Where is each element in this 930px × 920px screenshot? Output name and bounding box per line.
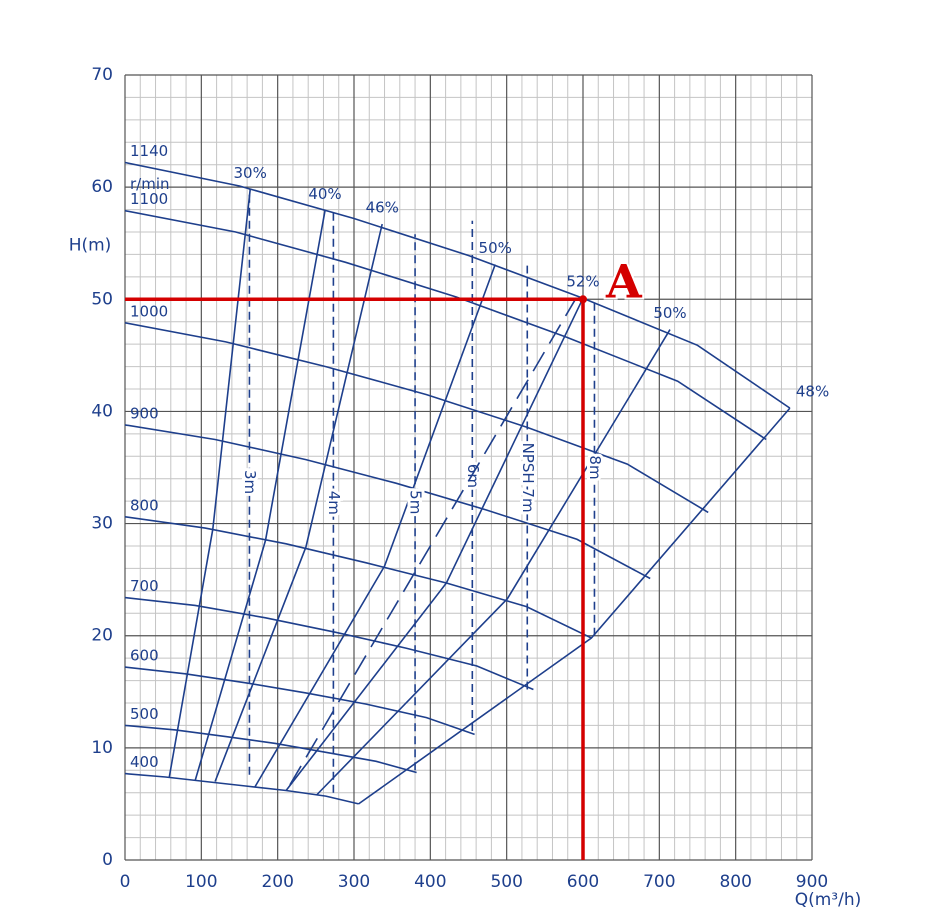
x-tick-label: 800 bbox=[719, 872, 751, 892]
y-tick-label: 40 bbox=[91, 401, 113, 421]
speed-label: 700 bbox=[130, 577, 159, 595]
efficiency-curve bbox=[316, 329, 671, 796]
y-tick-label: 0 bbox=[102, 850, 113, 870]
speed-curve bbox=[124, 322, 709, 514]
speed-curve bbox=[124, 596, 534, 691]
speed-curve bbox=[124, 209, 767, 441]
speed-unit: r/min bbox=[130, 175, 170, 193]
y-tick-label: 10 bbox=[91, 738, 113, 758]
speed-curve bbox=[124, 724, 417, 774]
y-tick-label: 20 bbox=[91, 626, 113, 646]
npsh-label: 6m bbox=[464, 464, 482, 488]
speed-label: 1140 bbox=[130, 142, 168, 160]
y-axis-label: H(m) bbox=[69, 235, 112, 255]
speed-label: 500 bbox=[130, 705, 159, 723]
x-axis-label: Q(m³/h) bbox=[795, 890, 862, 910]
efficiency-curve bbox=[358, 407, 791, 805]
efficiency-label: 48% bbox=[796, 383, 829, 401]
speed-curve bbox=[124, 424, 651, 580]
npsh-label: 4m bbox=[325, 491, 343, 515]
speed-curve bbox=[124, 772, 359, 805]
minor-grid bbox=[125, 75, 812, 860]
x-tick-label: 600 bbox=[567, 872, 599, 892]
speed-label: 1100 bbox=[130, 190, 168, 208]
npsh-label: 8m bbox=[586, 455, 604, 479]
y-tick-label: 70 bbox=[91, 65, 113, 85]
efficiency-label: 30% bbox=[234, 164, 267, 182]
x-tick-label: 100 bbox=[185, 872, 217, 892]
y-tick-label: 60 bbox=[91, 177, 113, 197]
x-tick-label: 300 bbox=[338, 872, 370, 892]
efficiency-label: 46% bbox=[366, 199, 399, 217]
x-tick-label: 700 bbox=[643, 872, 675, 892]
x-tick-label: 500 bbox=[490, 872, 522, 892]
dashed-curve bbox=[289, 298, 577, 786]
operating-point bbox=[579, 295, 587, 304]
x-tick-label: 200 bbox=[261, 872, 293, 892]
speed-curve bbox=[124, 666, 475, 736]
npsh-label: NPSH 7m bbox=[519, 443, 537, 513]
efficiency-curve bbox=[285, 297, 584, 791]
speed-label: 1000 bbox=[130, 302, 168, 320]
efficiency-label: 40% bbox=[308, 185, 341, 203]
efficiency-curve bbox=[168, 189, 251, 778]
efficiency-label: 50% bbox=[653, 304, 686, 322]
x-tick-label: 400 bbox=[414, 872, 446, 892]
operating-point-label: A bbox=[605, 254, 643, 308]
speed-label: 600 bbox=[130, 647, 159, 665]
efficiency-curve bbox=[194, 210, 326, 781]
speed-label: 400 bbox=[130, 753, 159, 771]
efficiency-label: 50% bbox=[479, 239, 512, 257]
speed-curve bbox=[124, 161, 791, 409]
y-tick-label: 50 bbox=[91, 289, 113, 309]
efficiency-label: 52% bbox=[566, 273, 599, 291]
efficiency-curve bbox=[214, 223, 383, 782]
x-tick-label: 900 bbox=[796, 872, 828, 892]
npsh-label: 5m bbox=[407, 490, 425, 514]
efficiency-curve bbox=[254, 264, 496, 788]
x-tick-label: 0 bbox=[120, 872, 131, 892]
speed-label: 800 bbox=[130, 496, 159, 514]
y-tick-label: 30 bbox=[91, 514, 113, 534]
speed-label: 900 bbox=[130, 404, 159, 422]
npsh-label: 3m bbox=[241, 470, 259, 494]
